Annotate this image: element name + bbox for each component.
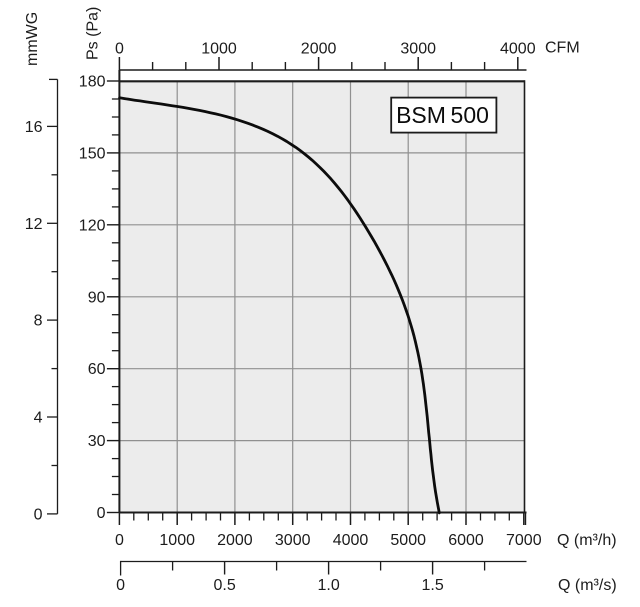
svg-text:4: 4 xyxy=(34,410,43,427)
svg-text:CFM: CFM xyxy=(545,40,580,57)
svg-text:0: 0 xyxy=(97,505,106,522)
svg-text:3000: 3000 xyxy=(275,532,311,549)
svg-text:1.0: 1.0 xyxy=(317,577,339,594)
svg-text:4000: 4000 xyxy=(500,41,536,58)
svg-text:30: 30 xyxy=(88,433,106,450)
svg-text:2000: 2000 xyxy=(217,532,253,549)
svg-text:3000: 3000 xyxy=(400,41,436,58)
svg-text:0: 0 xyxy=(116,577,125,594)
svg-text:0.5: 0.5 xyxy=(213,577,235,594)
svg-text:0: 0 xyxy=(115,532,124,549)
svg-text:1000: 1000 xyxy=(201,41,237,58)
svg-text:mmWG: mmWG xyxy=(24,12,41,66)
svg-text:4000: 4000 xyxy=(333,532,369,549)
svg-text:1.5: 1.5 xyxy=(421,577,443,594)
svg-text:5000: 5000 xyxy=(390,532,426,549)
svg-text:90: 90 xyxy=(88,289,106,306)
svg-text:0: 0 xyxy=(34,506,43,523)
svg-text:150: 150 xyxy=(79,145,106,162)
svg-text:180: 180 xyxy=(79,74,106,91)
svg-text:2000: 2000 xyxy=(301,41,337,58)
svg-text:0: 0 xyxy=(115,41,124,58)
svg-text:Q (m³/s): Q (m³/s) xyxy=(558,577,617,594)
svg-text:Ps (Pa): Ps (Pa) xyxy=(85,7,102,60)
svg-text:12: 12 xyxy=(25,216,43,233)
svg-text:8: 8 xyxy=(34,313,43,330)
svg-text:1000: 1000 xyxy=(159,532,195,549)
svg-text:60: 60 xyxy=(88,361,106,378)
svg-text:7000: 7000 xyxy=(506,532,542,549)
svg-text:BSM 500: BSM 500 xyxy=(396,102,489,128)
svg-text:16: 16 xyxy=(25,119,43,136)
svg-text:Q (m³/h): Q (m³/h) xyxy=(557,532,617,549)
svg-text:6000: 6000 xyxy=(448,532,484,549)
svg-text:120: 120 xyxy=(79,217,106,234)
